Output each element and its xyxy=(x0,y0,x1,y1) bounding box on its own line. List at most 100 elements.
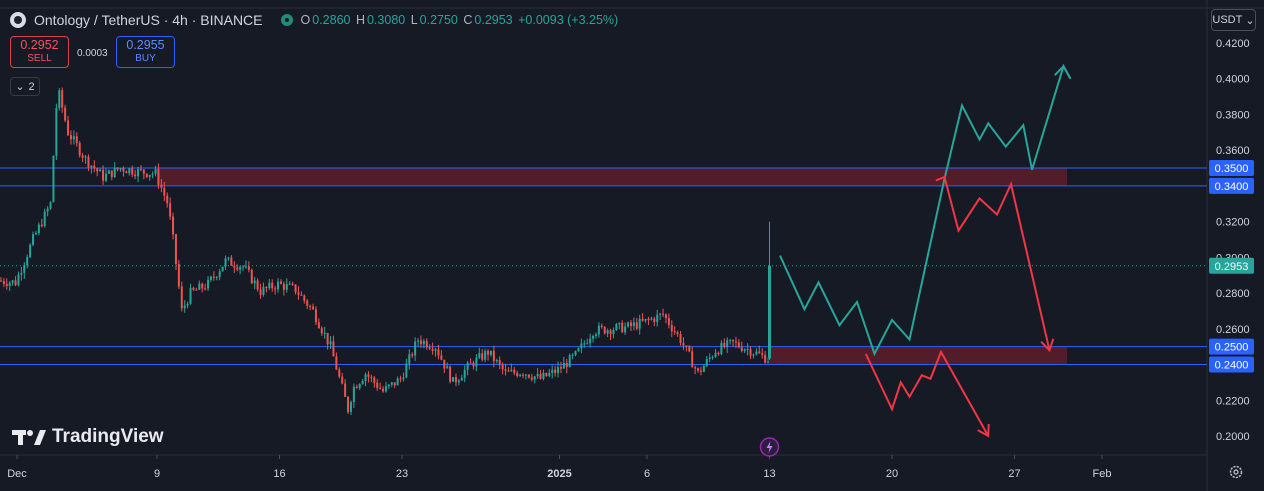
candle xyxy=(460,374,463,381)
candle xyxy=(624,322,627,335)
candle-body xyxy=(11,280,14,283)
candle-body xyxy=(242,266,245,268)
candle-body xyxy=(387,384,390,387)
candle xyxy=(539,370,542,380)
candle-body xyxy=(647,318,650,320)
buy-button[interactable]: 0.2955 BUY xyxy=(116,36,175,68)
symbol-title[interactable]: Ontology / TetherUS · 4h · BINANCE xyxy=(34,12,263,28)
spread-value: 0.0003 xyxy=(77,48,108,59)
candle-body xyxy=(551,369,554,373)
candle-body xyxy=(708,357,711,360)
candle-body xyxy=(638,318,641,329)
candle-body xyxy=(629,322,632,327)
candle xyxy=(52,155,55,203)
candle-body xyxy=(764,354,767,363)
price-badge xyxy=(1209,356,1254,373)
candle-body xyxy=(373,377,376,383)
ohlc-values: O 0.2860 H 0.3080 L 0.2750 C 0.2953 +0.0093 … xyxy=(301,13,621,27)
candle-body xyxy=(61,90,64,108)
candle xyxy=(396,376,399,386)
candle xyxy=(440,350,443,361)
candle-body xyxy=(297,292,300,295)
candle xyxy=(382,386,385,393)
candle-body xyxy=(507,370,510,372)
candle-body xyxy=(323,332,326,334)
candle xyxy=(55,103,58,160)
candle xyxy=(142,169,145,180)
candle xyxy=(656,309,659,327)
candle xyxy=(699,366,702,376)
candle-body xyxy=(119,168,122,170)
candle-body xyxy=(469,362,472,364)
candle-body xyxy=(425,340,428,348)
candle-body xyxy=(32,234,35,245)
candle xyxy=(589,333,592,348)
candle-body xyxy=(487,350,490,355)
currency-label: USDT xyxy=(1212,14,1243,26)
candle-body xyxy=(320,328,323,334)
candle-body xyxy=(183,305,186,309)
candle-body xyxy=(227,257,230,259)
sell-button[interactable]: 0.2952 SELL xyxy=(10,36,69,68)
candle xyxy=(204,283,207,291)
candle xyxy=(387,384,390,390)
candle xyxy=(533,375,536,384)
candle xyxy=(425,338,428,350)
candle xyxy=(565,358,568,374)
supply-demand-zone[interactable] xyxy=(157,168,1067,186)
candle xyxy=(367,371,370,383)
candle xyxy=(309,304,312,311)
candle xyxy=(84,154,87,164)
candle xyxy=(510,363,513,372)
bearish-projection-path-lower[interactable] xyxy=(864,349,990,437)
candle-body xyxy=(705,359,708,366)
candle xyxy=(282,281,285,296)
candle-body xyxy=(148,174,151,177)
candle xyxy=(466,360,469,376)
candle-body xyxy=(341,376,344,384)
candle xyxy=(708,353,711,363)
candle-body xyxy=(160,184,163,188)
candle-body xyxy=(52,155,55,203)
candle xyxy=(641,313,644,322)
candle-body xyxy=(87,156,90,168)
candle-body xyxy=(454,377,457,383)
candle xyxy=(297,286,300,300)
open-value: 0.2860 xyxy=(312,13,351,27)
candle xyxy=(2,278,5,288)
candle xyxy=(163,181,166,202)
candle xyxy=(487,348,490,361)
candle-body xyxy=(472,362,475,367)
candle xyxy=(279,279,282,285)
candle-body xyxy=(545,372,548,377)
indicators-toggle-button[interactable]: ⌄ 2 xyxy=(10,77,40,96)
bearish-projection-path-upper[interactable] xyxy=(935,175,1051,351)
candle-body xyxy=(524,374,527,376)
candle-body xyxy=(664,314,667,318)
visibility-eye-icon[interactable] xyxy=(280,14,293,26)
gear-icon[interactable] xyxy=(1228,464,1244,480)
candle xyxy=(364,372,367,387)
candle-body xyxy=(685,345,688,347)
candle xyxy=(638,314,641,335)
candle-body xyxy=(559,367,562,369)
candle-body xyxy=(34,233,37,235)
candle-body xyxy=(274,288,277,290)
candle xyxy=(268,278,271,291)
candle xyxy=(227,256,230,261)
candle xyxy=(239,265,242,275)
candle-body xyxy=(670,325,673,332)
candle xyxy=(157,163,160,189)
y-tick-label: 0.2600 xyxy=(1216,324,1250,336)
candle-body xyxy=(492,350,495,362)
open-key: O xyxy=(300,13,311,27)
candle-body xyxy=(411,354,414,356)
candle-body xyxy=(446,366,449,369)
candle-body xyxy=(390,382,393,385)
supply-demand-zone[interactable] xyxy=(769,346,1068,365)
currency-select[interactable]: USDT ⌄ xyxy=(1211,9,1256,31)
candle-body xyxy=(367,374,370,377)
candle xyxy=(606,328,609,338)
